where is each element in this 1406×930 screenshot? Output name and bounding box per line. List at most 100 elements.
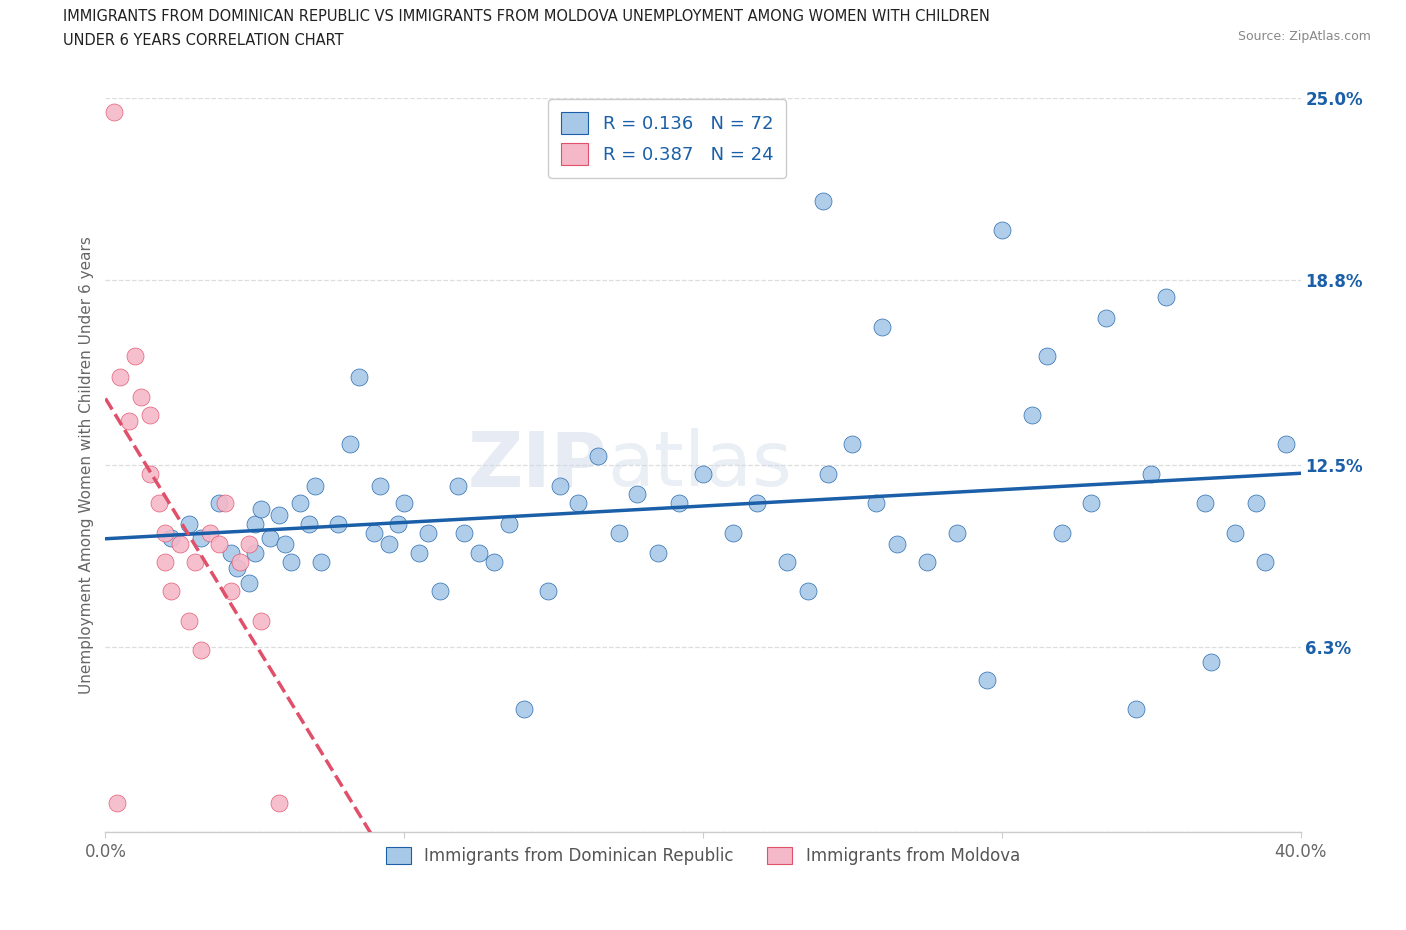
Point xyxy=(273,537,295,551)
Point xyxy=(1154,290,1177,305)
Point xyxy=(394,496,416,511)
Point xyxy=(288,496,311,511)
Point xyxy=(841,437,863,452)
Point xyxy=(208,496,231,511)
Point xyxy=(721,525,744,540)
Point xyxy=(1254,554,1277,569)
Point xyxy=(177,516,201,531)
Point xyxy=(238,537,260,551)
Point xyxy=(267,508,290,523)
Point xyxy=(817,466,839,481)
Point xyxy=(776,554,799,569)
Point xyxy=(184,554,207,569)
Point xyxy=(1194,496,1216,511)
Point xyxy=(536,584,558,599)
Point xyxy=(198,525,221,540)
Point xyxy=(1244,496,1267,511)
Point xyxy=(886,537,908,551)
Point xyxy=(363,525,385,540)
Point xyxy=(243,546,266,561)
Point xyxy=(169,537,191,551)
Point xyxy=(607,525,630,540)
Point xyxy=(418,525,440,540)
Point xyxy=(1080,496,1102,511)
Point xyxy=(267,795,290,810)
Point xyxy=(229,554,252,569)
Text: Source: ZipAtlas.com: Source: ZipAtlas.com xyxy=(1237,30,1371,43)
Point xyxy=(408,546,430,561)
Point xyxy=(482,554,505,569)
Point xyxy=(976,672,998,687)
Point xyxy=(155,525,177,540)
Point xyxy=(298,516,321,531)
Point xyxy=(243,516,266,531)
Point xyxy=(1199,655,1222,670)
Point xyxy=(1140,466,1163,481)
Point xyxy=(110,369,132,384)
Legend: Immigrants from Dominican Republic, Immigrants from Moldova: Immigrants from Dominican Republic, Immi… xyxy=(380,841,1026,871)
Point xyxy=(1095,311,1118,325)
Point xyxy=(567,496,589,511)
Text: IMMIGRANTS FROM DOMINICAN REPUBLIC VS IMMIGRANTS FROM MOLDOVA UNEMPLOYMENT AMONG: IMMIGRANTS FROM DOMINICAN REPUBLIC VS IM… xyxy=(63,9,990,24)
Point xyxy=(647,546,669,561)
Text: ZIP: ZIP xyxy=(468,428,607,502)
Point xyxy=(796,584,818,599)
Point xyxy=(328,516,350,531)
Point xyxy=(339,437,361,452)
Point xyxy=(280,554,302,569)
Point xyxy=(745,496,768,511)
Y-axis label: Unemployment Among Women with Children Under 6 years: Unemployment Among Women with Children U… xyxy=(79,236,94,694)
Point xyxy=(692,466,714,481)
Point xyxy=(468,546,491,561)
Point xyxy=(946,525,969,540)
Point xyxy=(124,349,146,364)
Point xyxy=(238,575,260,590)
Point xyxy=(429,584,451,599)
Point xyxy=(190,531,212,546)
Point xyxy=(259,531,281,546)
Point xyxy=(118,414,141,429)
Point xyxy=(872,319,894,334)
Point xyxy=(1035,349,1057,364)
Point xyxy=(626,487,648,502)
Point xyxy=(155,554,177,569)
Point xyxy=(368,478,391,493)
Point xyxy=(139,466,162,481)
Point xyxy=(1223,525,1246,540)
Point xyxy=(214,496,236,511)
Point xyxy=(865,496,887,511)
Point xyxy=(1274,437,1296,452)
Point xyxy=(378,537,401,551)
Point xyxy=(103,105,125,120)
Point xyxy=(250,613,273,628)
Point xyxy=(219,546,242,561)
Point xyxy=(349,369,371,384)
Point xyxy=(107,795,129,810)
Point xyxy=(225,561,249,576)
Point xyxy=(498,516,520,531)
Point xyxy=(190,643,212,658)
Point xyxy=(177,613,201,628)
Point xyxy=(219,584,242,599)
Point xyxy=(1125,701,1147,716)
Point xyxy=(990,222,1012,237)
Text: UNDER 6 YEARS CORRELATION CHART: UNDER 6 YEARS CORRELATION CHART xyxy=(63,33,344,47)
Point xyxy=(668,496,690,511)
Point xyxy=(387,516,409,531)
Point xyxy=(915,554,938,569)
Point xyxy=(129,390,153,405)
Point xyxy=(1021,407,1043,422)
Point xyxy=(453,525,475,540)
Point xyxy=(513,701,536,716)
Text: atlas: atlas xyxy=(607,428,792,502)
Point xyxy=(811,193,834,208)
Point xyxy=(148,496,170,511)
Point xyxy=(548,478,571,493)
Point xyxy=(160,584,183,599)
Point xyxy=(160,531,183,546)
Point xyxy=(447,478,470,493)
Point xyxy=(309,554,332,569)
Point xyxy=(1050,525,1073,540)
Point xyxy=(139,407,162,422)
Point xyxy=(304,478,326,493)
